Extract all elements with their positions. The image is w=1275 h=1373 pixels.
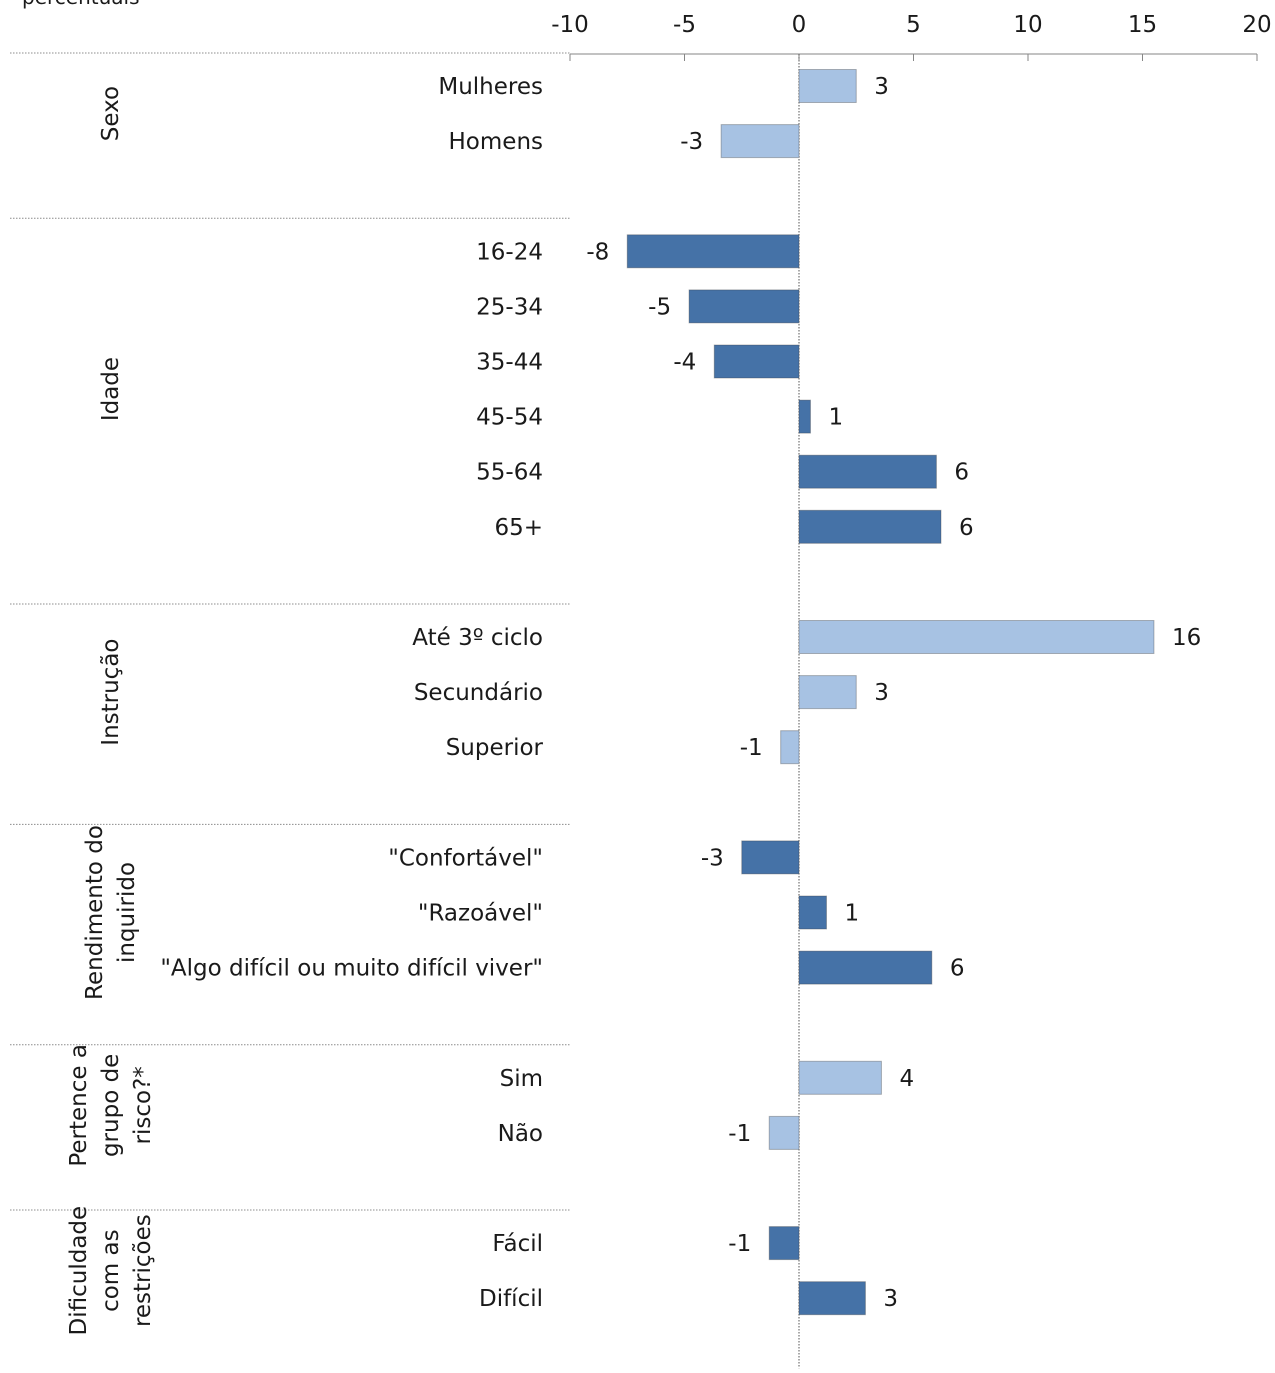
data-label: 6 [950, 956, 965, 982]
data-label: -1 [728, 1231, 751, 1257]
unit-label: percentuais [22, 0, 140, 9]
data-label: -3 [680, 129, 703, 155]
bars [626, 69, 1155, 1316]
data-label: 16 [1172, 625, 1201, 651]
bar [768, 1226, 800, 1261]
bar [798, 620, 1155, 654]
group-label: grupo de [98, 1054, 124, 1157]
labels: Mulheres 3 Homens -3 Sexo 16-24 -8 25-34 -5 35-44… [66, 74, 1201, 1335]
x-tick-label: -10 [551, 12, 589, 38]
category-label: "Confortável" [388, 845, 543, 871]
x-tick-label: 10 [1013, 12, 1042, 38]
group-label: com as [98, 1229, 124, 1312]
group-label: Instrução [98, 638, 124, 745]
bar [720, 124, 800, 159]
category-label: Não [498, 1121, 543, 1147]
data-label: -5 [648, 294, 671, 320]
data-label: 6 [959, 515, 974, 541]
data-label: 1 [828, 405, 843, 431]
bar [688, 289, 800, 324]
bar [713, 344, 800, 379]
data-label: -8 [586, 239, 609, 265]
x-tick-label: 20 [1242, 12, 1271, 38]
bar [798, 454, 937, 489]
x-axis: -10 -5 0 5 10 15 20 [551, 12, 1272, 1369]
category-label: Homens [449, 129, 543, 155]
category-label: 16-24 [476, 239, 543, 265]
bar [798, 1281, 866, 1316]
category-label: Difícil [479, 1286, 543, 1312]
group-label: restrições [130, 1214, 156, 1327]
data-label: 3 [874, 680, 889, 706]
group-label: Dificuldade [66, 1206, 92, 1336]
data-label: -4 [673, 350, 696, 376]
data-label: 3 [883, 1286, 898, 1312]
bar [626, 234, 800, 269]
data-label: -1 [740, 735, 763, 761]
bar [798, 69, 857, 103]
data-label: 3 [874, 74, 889, 100]
bar [798, 895, 827, 930]
group-label: Sexo [98, 86, 124, 141]
data-label: -3 [701, 845, 724, 871]
category-label: "Razoável" [418, 901, 543, 927]
data-label: 1 [844, 901, 859, 927]
data-label: -1 [728, 1121, 751, 1147]
category-label: 25-34 [476, 294, 543, 320]
group-label: Rendimento do [82, 825, 108, 1000]
category-label: Sim [500, 1066, 543, 1092]
category-label: Secundário [414, 680, 543, 706]
category-label: Mulheres [438, 74, 543, 100]
category-label: Até 3º ciclo [412, 625, 543, 651]
category-label: Superior [446, 735, 544, 761]
x-tick-label: 0 [792, 12, 807, 38]
group-label: Pertence a [66, 1044, 92, 1167]
x-tick-label: 5 [906, 12, 921, 38]
group-label: inquirido [114, 862, 140, 963]
category-label: 65+ [494, 515, 543, 541]
category-label: 45-54 [476, 405, 543, 431]
group-label: risco?* [130, 1066, 156, 1144]
group-label: Idade [98, 357, 124, 421]
category-label: 35-44 [476, 350, 543, 376]
data-label: 4 [899, 1066, 914, 1092]
bar [798, 950, 933, 985]
bar [780, 730, 800, 765]
bar [798, 675, 857, 710]
group-separators [10, 52, 570, 1211]
bar [798, 509, 942, 544]
category-label: 55-64 [476, 460, 543, 486]
bar [768, 1115, 800, 1150]
x-tick-label: 15 [1128, 12, 1157, 38]
bar [798, 399, 811, 434]
x-tick-label: -5 [673, 12, 696, 38]
bar [741, 840, 800, 875]
category-label: Fácil [492, 1231, 543, 1257]
bar [798, 1060, 882, 1095]
category-label: "Algo difícil ou muito difícil viver" [160, 956, 543, 982]
data-label: 6 [954, 460, 969, 486]
